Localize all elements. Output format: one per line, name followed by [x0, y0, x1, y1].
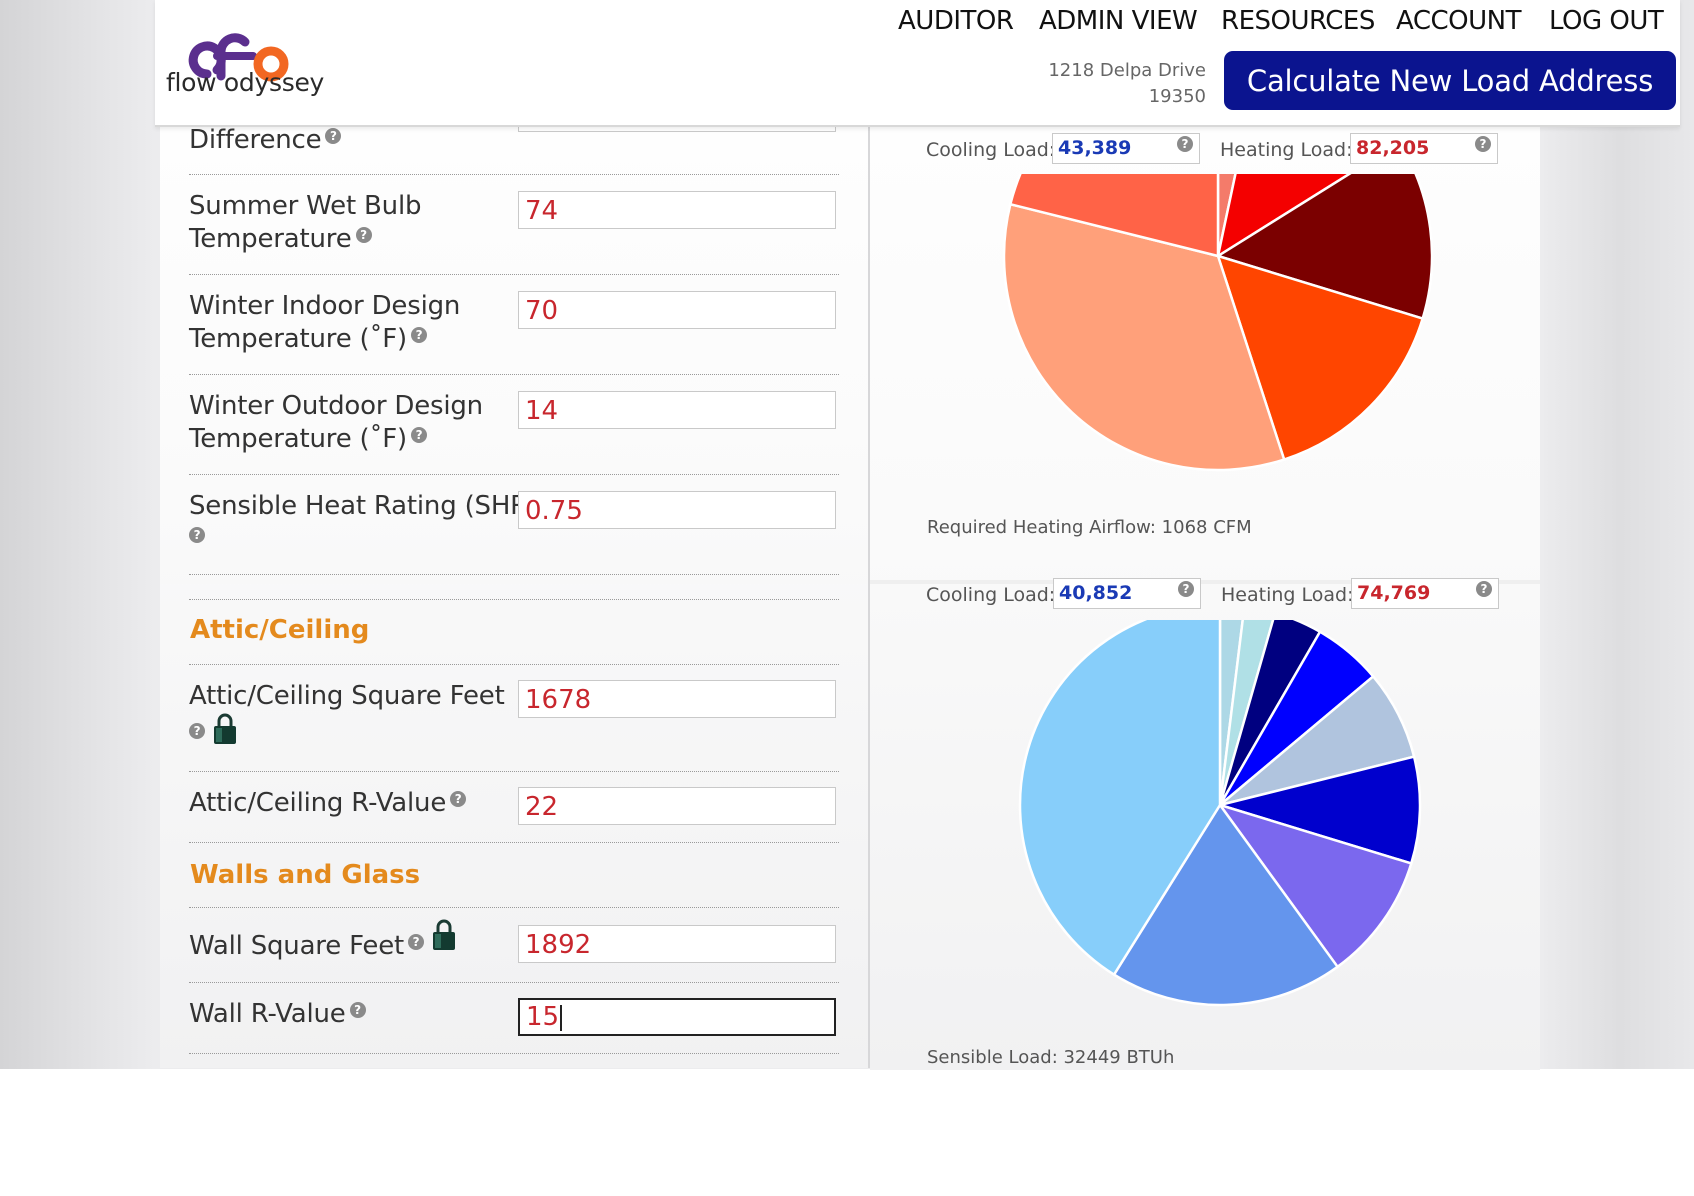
form-panel	[160, 0, 871, 1068]
difference-label: Difference?	[189, 124, 342, 157]
shr-input[interactable]: 0.75	[518, 491, 836, 529]
help-icon[interactable]: ?	[349, 1002, 366, 1018]
walls-section-heading: Walls and Glass	[190, 860, 421, 890]
help-icon[interactable]: ?	[411, 427, 428, 443]
row-divider	[189, 1053, 839, 1054]
winter-indoor-input[interactable]: 70	[518, 291, 836, 329]
row-divider	[189, 574, 839, 575]
nav-auditor[interactable]: AUDITOR	[898, 6, 1014, 36]
row-divider	[189, 374, 839, 375]
wall-r-input[interactable]: 15	[518, 998, 836, 1036]
heating-pie-slice-4[interactable]	[1216, 254, 1425, 462]
help-icon[interactable]: ?	[1475, 136, 1491, 152]
cooling-pie-slice-8[interactable]	[1112, 802, 1340, 1007]
summer-wet-bulb-input[interactable]: 74	[518, 191, 836, 229]
row-divider	[189, 982, 839, 983]
heating-pie-slice-6[interactable]	[1008, 164, 1220, 258]
attic-section-heading: Attic/Ceiling	[190, 615, 370, 645]
heating-chart-cooling-label: Cooling Load:	[926, 139, 1056, 161]
lock-icon[interactable]	[213, 713, 237, 754]
flow-odyssey-logo[interactable]	[165, 18, 325, 102]
row-divider	[189, 907, 839, 908]
row-divider	[189, 474, 839, 475]
cooling-chart-heating-label: Heating Load:	[1221, 584, 1354, 606]
wall-sqft-label: Wall Square Feet?	[189, 919, 456, 963]
cooling-chart-cooling-label: Cooling Load:	[926, 584, 1056, 606]
help-icon[interactable]: ?	[189, 723, 205, 739]
heating-pie-slice-3[interactable]	[1215, 164, 1434, 321]
sensible-load-note: Sensible Load: 32449 BTUh	[927, 1047, 1175, 1068]
cooling-pie-slice-6[interactable]	[1215, 755, 1422, 866]
winter-indoor-label: Winter Indoor Design Temperature (˚F)?	[189, 291, 461, 354]
winter-outdoor-label: Winter Outdoor Design Temperature (˚F)?	[189, 391, 483, 454]
attic-r-label: Attic/Ceiling R-Value?	[189, 787, 467, 820]
heating-chart-cooling-value: 43,389?	[1052, 133, 1200, 164]
nav-admin-view[interactable]: ADMIN VIEW	[1039, 6, 1198, 36]
calculate-new-load-address-button[interactable]: Calculate New Load Address	[1224, 51, 1676, 110]
current-address: 1218 Delpa Drive 19350	[1048, 58, 1206, 110]
row-divider	[189, 842, 839, 843]
row-divider	[189, 174, 839, 175]
help-icon[interactable]: ?	[411, 327, 428, 343]
nav-log-out[interactable]: LOG OUT	[1549, 6, 1664, 36]
help-icon[interactable]: ?	[325, 128, 342, 144]
help-icon[interactable]: ?	[408, 934, 425, 950]
help-icon[interactable]: ?	[450, 791, 467, 807]
cooling-pie-chart	[1018, 610, 1422, 1007]
logo-wordmark[interactable]: flow odyssey	[166, 68, 325, 97]
attic-sqft-input[interactable]: 1678	[518, 680, 836, 718]
heating-chart-heating-label: Heating Load:	[1220, 139, 1353, 161]
help-icon[interactable]: ?	[355, 227, 372, 243]
shr-label: Sensible Heat Rating (SHR) ?	[189, 491, 538, 543]
heating-chart-heating-value: 82,205?	[1350, 133, 1498, 164]
summer-wet-bulb-label: Summer Wet Bulb Temperature?	[189, 191, 422, 254]
heating-pie-slice-5[interactable]	[1002, 202, 1286, 472]
cooling-pie-slice-1[interactable]	[1218, 610, 1244, 806]
wall-sqft-input[interactable]: 1892	[518, 925, 836, 963]
heating-pie-chart	[1002, 164, 1434, 472]
winter-outdoor-input[interactable]: 14	[518, 391, 836, 429]
row-divider	[189, 771, 839, 772]
cooling-chart-heating-value: 74,769?	[1351, 578, 1499, 609]
row-divider	[189, 599, 839, 600]
help-icon[interactable]: ?	[1476, 581, 1492, 597]
cooling-pie-slice-9[interactable]	[1018, 610, 1222, 977]
cooling-chart-cooling-value: 40,852?	[1053, 578, 1201, 609]
attic-sqft-label: Attic/Ceiling Square Feet ?	[189, 680, 505, 754]
row-divider	[189, 664, 839, 665]
lock-icon[interactable]	[432, 919, 456, 960]
nav-account[interactable]: ACCOUNT	[1396, 6, 1521, 36]
help-icon[interactable]: ?	[1177, 136, 1193, 152]
wall-r-label: Wall R-Value?	[189, 998, 366, 1031]
attic-r-input[interactable]: 22	[518, 787, 836, 825]
help-icon[interactable]: ?	[1178, 581, 1194, 597]
text-caret	[560, 1004, 562, 1031]
address-line2: 19350	[1148, 86, 1206, 107]
cooling-pie-slice-7[interactable]	[1216, 802, 1413, 969]
heating-airflow-note: Required Heating Airflow: 1068 CFM	[927, 517, 1252, 538]
nav-resources[interactable]: RESOURCES	[1221, 6, 1375, 36]
address-line1: 1218 Delpa Drive	[1048, 60, 1206, 81]
help-icon[interactable]: ?	[189, 527, 205, 543]
row-divider	[189, 274, 839, 275]
